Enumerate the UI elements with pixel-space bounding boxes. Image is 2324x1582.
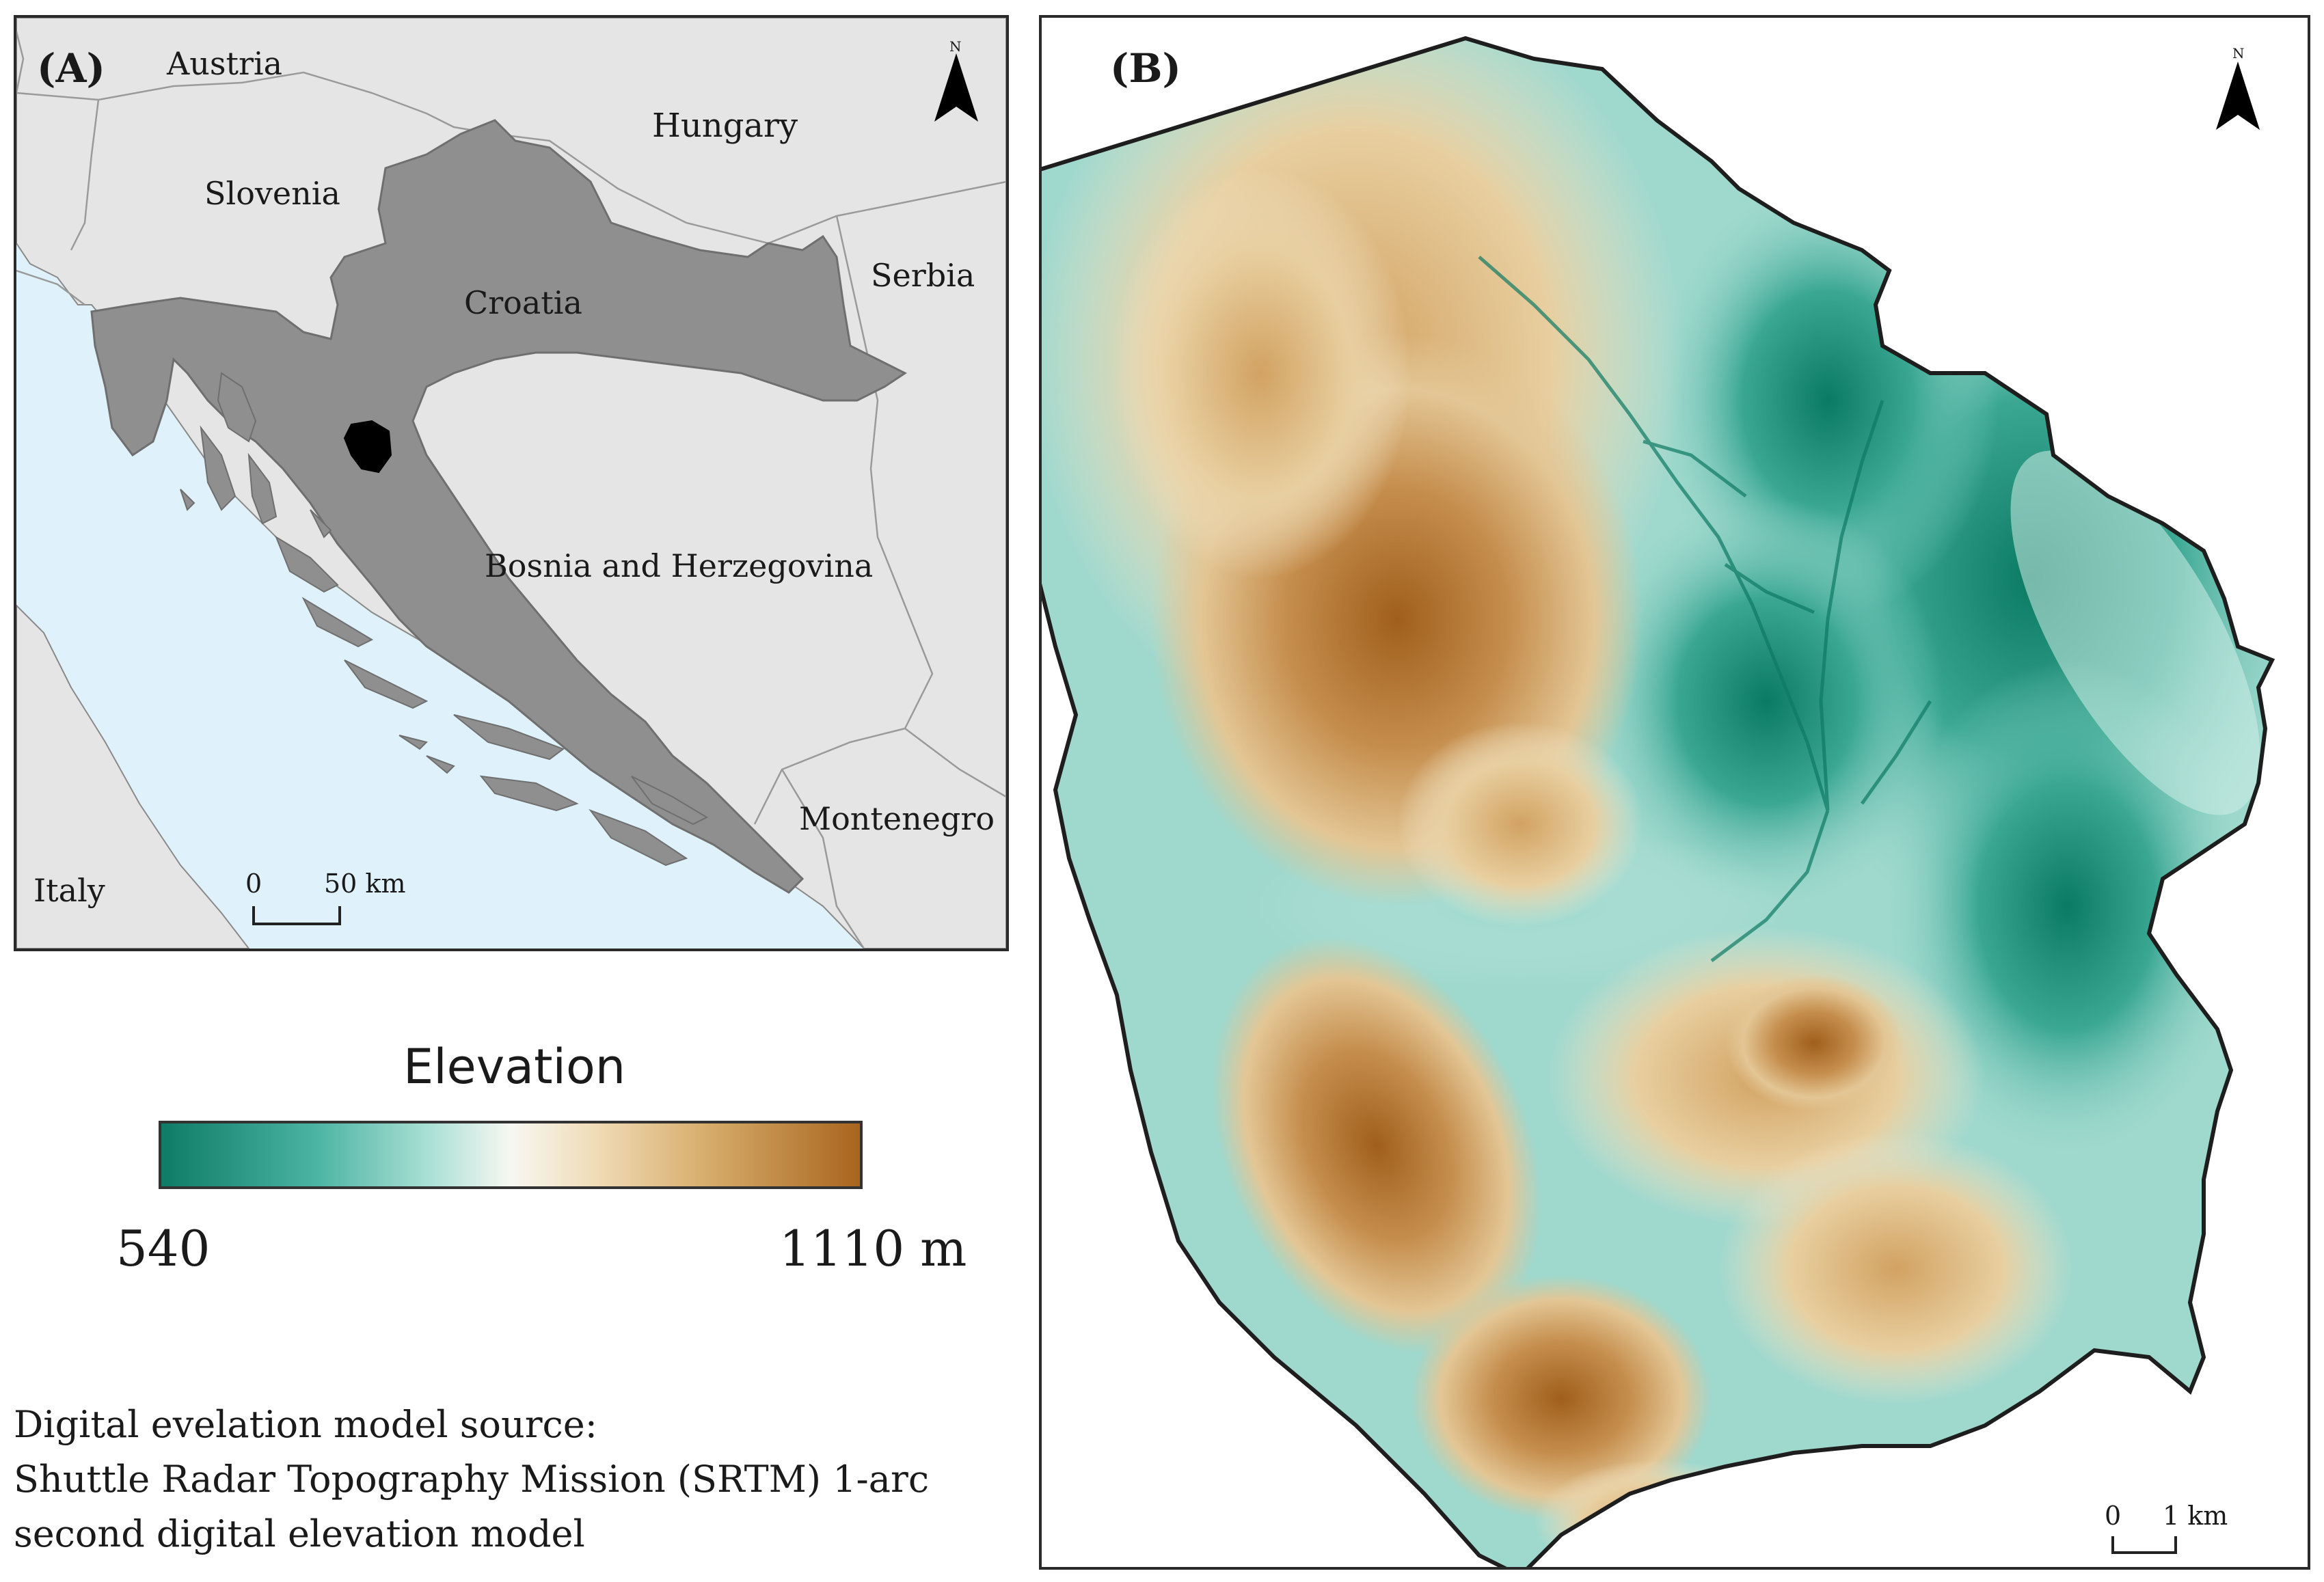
label-austria: Austria xyxy=(167,45,283,82)
drainage-network xyxy=(1478,256,1932,962)
study-area-marker xyxy=(343,420,392,474)
elevation-color-ramp xyxy=(159,1121,863,1189)
elevation-map-panel: (B) N 0 1 km xyxy=(1039,15,2310,1570)
panel-b-label: (B) xyxy=(1110,45,1181,92)
legend-title: Elevation xyxy=(403,1039,626,1095)
legend-max-label: 1110 m xyxy=(779,1220,967,1277)
label-slovenia: Slovenia xyxy=(204,175,340,212)
north-arrow-icon xyxy=(2216,62,2260,130)
source-line-1: Digital evelation model source: xyxy=(14,1403,597,1446)
italy-land xyxy=(16,604,250,949)
location-map xyxy=(16,18,1006,949)
label-italy: Italy xyxy=(33,872,105,909)
north-letter: N xyxy=(949,38,962,55)
north-letter: N xyxy=(2232,45,2245,62)
scale-bar-b xyxy=(2111,1536,2177,1554)
north-arrow-b: N xyxy=(2211,45,2265,148)
scale-b-zero: 0 xyxy=(2105,1501,2122,1531)
scale-b-value: 1 km xyxy=(2163,1501,2228,1531)
panel-a-label: (A) xyxy=(37,45,105,92)
scale-a-zero: 0 xyxy=(245,869,262,899)
label-croatia: Croatia xyxy=(464,284,582,321)
elevation-raster xyxy=(1042,38,2272,1567)
north-arrow-icon xyxy=(934,53,978,122)
croatia-territory xyxy=(90,119,907,894)
location-map-panel: (A) Austria Hungary Slovenia Croatia Ser… xyxy=(14,15,1009,951)
source-line-2: Shuttle Radar Topography Mission (SRTM) … xyxy=(14,1458,930,1501)
scale-bar-a xyxy=(252,906,341,925)
islands xyxy=(180,372,709,867)
source-line-3: second digital elevation model xyxy=(14,1512,585,1555)
north-arrow-a: N xyxy=(929,38,984,127)
label-montenegro: Montenegro xyxy=(799,800,995,837)
label-hungary: Hungary xyxy=(652,107,798,145)
elevation-map xyxy=(1042,18,2308,1567)
country-borders xyxy=(16,31,1006,949)
label-bosnia: Bosnia and Herzegovina xyxy=(485,547,874,584)
label-serbia: Serbia xyxy=(871,257,975,294)
dem-source-note: Digital evelation model source: Shuttle … xyxy=(14,1397,929,1561)
legend-min-label: 540 xyxy=(116,1220,211,1277)
scale-a-value: 50 km xyxy=(324,869,406,899)
